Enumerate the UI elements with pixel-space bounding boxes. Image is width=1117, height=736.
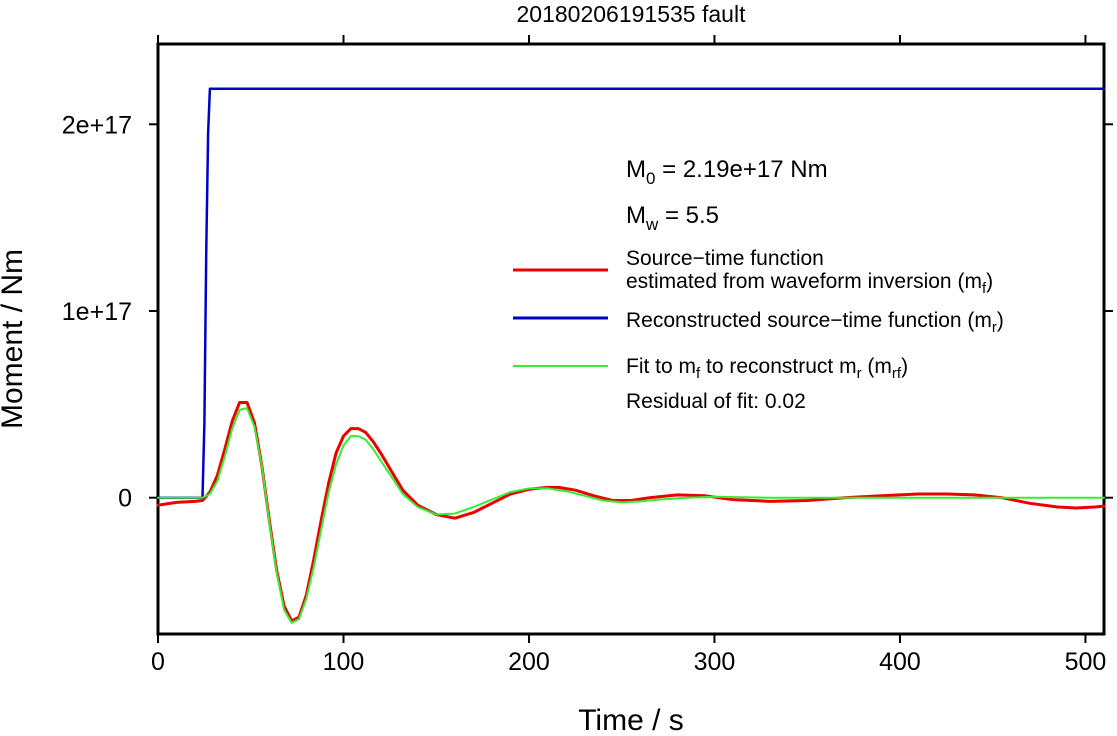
series-group xyxy=(156,87,1106,624)
m0-annotation: M0 = 2.19e+17 Nm xyxy=(626,156,828,188)
series-line-green xyxy=(157,407,1105,624)
plot-frame xyxy=(156,42,1106,636)
legend-label-3: Fit to mf to reconstruct mr (mrf) xyxy=(626,355,908,382)
chart-title: 20180206191535 fault xyxy=(517,1,747,27)
ticks: 0 100 200 300 400 500 0 1e+17 2e+17 xyxy=(62,35,1113,676)
x-tick-label: 400 xyxy=(879,648,921,676)
y-axis-label: Moment / Nm xyxy=(0,249,29,429)
x-tick-label: 100 xyxy=(323,648,365,676)
x-tick-label: 500 xyxy=(1065,648,1107,676)
legend-label-1a: Source−time function xyxy=(626,247,824,270)
legend: Source−time function estimated from wave… xyxy=(513,247,1004,413)
y-tick-label: 2e+17 xyxy=(62,111,132,139)
series-line-red xyxy=(156,401,1106,623)
mw-annotation: Mw = 5.5 xyxy=(626,202,719,234)
y-tick-label: 1e+17 xyxy=(62,298,132,326)
x-axis-label: Time / s xyxy=(578,704,684,736)
residual-annotation: Residual of fit: 0.02 xyxy=(626,390,806,413)
legend-label-2: Reconstructed source−time function (mr) xyxy=(626,309,1004,336)
x-tick-label: 200 xyxy=(508,648,550,676)
y-tick-label: 0 xyxy=(118,485,132,513)
x-tick-label: 0 xyxy=(151,648,165,676)
legend-label-1b: estimated from waveform inversion (mf) xyxy=(626,270,993,297)
x-tick-label: 300 xyxy=(694,648,736,676)
series-line-blue xyxy=(156,87,1106,499)
